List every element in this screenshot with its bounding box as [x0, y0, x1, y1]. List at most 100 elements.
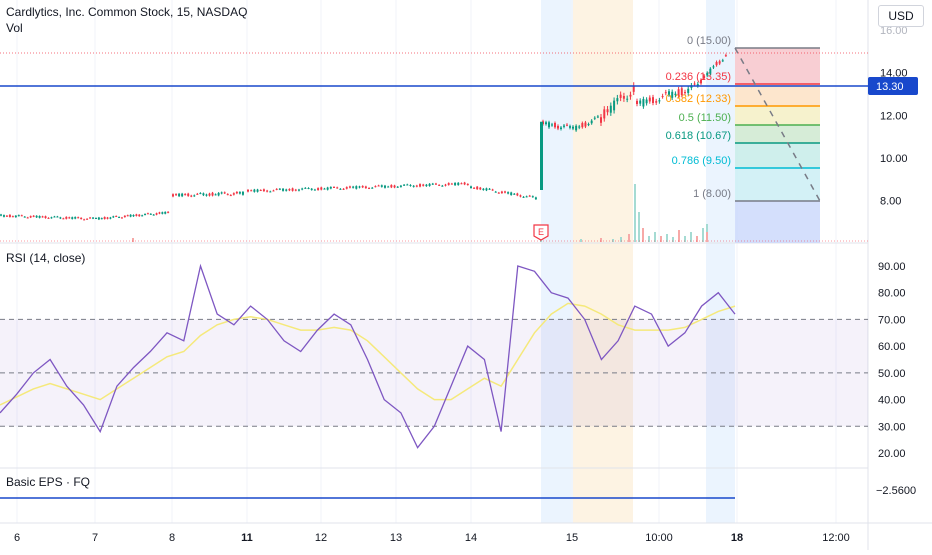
candle-body — [184, 194, 187, 196]
rsi-label[interactable]: RSI (14, close) — [6, 251, 86, 265]
candle-body — [100, 218, 103, 220]
rsi-tick-label: 40.00 — [878, 395, 906, 407]
candle-body — [0, 214, 2, 216]
candle-body — [269, 191, 272, 193]
candle-body — [639, 100, 642, 104]
candle-body — [358, 186, 361, 188]
session-shade-premarket — [541, 0, 573, 523]
horizontal-line[interactable]: 13.30 — [0, 52, 918, 242]
candle-body — [419, 184, 422, 187]
candle-body — [158, 212, 161, 214]
fib-zone — [735, 143, 820, 168]
candle-body — [71, 217, 74, 219]
time-tick-label: 11 — [241, 532, 253, 544]
candle-body — [68, 217, 71, 219]
candle-body — [510, 192, 513, 195]
candle-body — [693, 83, 696, 85]
candle-body — [525, 196, 528, 198]
rsi-tick-label: 60.00 — [878, 341, 906, 353]
candle-body — [95, 218, 97, 220]
candle-body — [106, 217, 109, 219]
time-tick-label: 15 — [566, 532, 578, 544]
candle-body — [241, 191, 244, 195]
price-axis[interactable]: 14.00 12.00 10.00 8.00 16.00 — [880, 25, 908, 208]
candle-body — [345, 187, 348, 189]
eps-axis-value: −2.5600 — [876, 485, 916, 497]
candle-body — [272, 190, 275, 192]
price-candles — [0, 53, 727, 221]
volume-bars — [132, 184, 708, 242]
candle-body — [500, 191, 503, 194]
candle-body — [304, 187, 307, 189]
candle-body — [313, 189, 316, 191]
rsi-axis: 90.00 80.00 70.00 60.00 50.00 40.00 30.00 20.00 — [878, 261, 906, 460]
candle-body — [220, 192, 223, 194]
candle-body — [175, 194, 178, 196]
time-tick-label: 18 — [731, 532, 743, 544]
candle-body — [425, 184, 428, 187]
volume-label[interactable]: Vol — [6, 21, 23, 35]
rsi-tick-label: 20.00 — [878, 448, 906, 460]
fib-zone — [735, 125, 820, 143]
candle-body — [190, 195, 193, 197]
candle-body — [664, 92, 667, 94]
candle-body — [680, 88, 683, 96]
candle-body — [86, 218, 89, 220]
candle-body — [626, 98, 629, 100]
candle-body — [516, 193, 519, 196]
candle-body — [144, 213, 147, 215]
candle-body — [35, 215, 38, 218]
candle-body — [444, 184, 447, 186]
candle-body — [403, 184, 406, 186]
earnings-marker[interactable]: E — [533, 224, 549, 241]
rsi-tick-label: 90.00 — [878, 261, 906, 273]
candle-body — [282, 188, 285, 191]
candle-body — [572, 126, 574, 129]
candle-body — [613, 100, 616, 111]
current-price-label: 13.30 — [876, 81, 904, 93]
candle-body — [409, 184, 412, 186]
candle-body — [485, 188, 488, 191]
rsi-tick-label: 80.00 — [878, 288, 906, 300]
candle-body — [709, 68, 712, 74]
rsi-tick-label: 30.00 — [878, 421, 906, 433]
time-tick-label: 14 — [465, 532, 477, 544]
candle-body — [581, 123, 584, 128]
candle-body — [74, 217, 77, 219]
candle-body — [406, 184, 409, 186]
candle-body — [80, 217, 83, 219]
candle-body — [149, 213, 152, 215]
candle-body — [603, 109, 606, 119]
candle-body — [294, 189, 297, 191]
candle-body — [655, 101, 658, 103]
candle-body — [326, 187, 329, 190]
fib-trend-line — [734, 47, 821, 202]
eps-label[interactable]: Basic EPS · FQ — [6, 475, 91, 489]
rsi-pane — [0, 263, 868, 449]
candle-body — [422, 184, 425, 186]
candle-body — [470, 186, 472, 189]
candle-body — [310, 188, 313, 190]
candle-body — [172, 194, 174, 197]
candle-body — [317, 188, 320, 190]
candle-body — [368, 188, 371, 190]
candle-body — [578, 126, 581, 128]
candle-body — [238, 192, 241, 194]
candle-body — [342, 188, 345, 190]
candle-body — [460, 183, 463, 185]
candle-body — [636, 100, 638, 105]
chart-title[interactable]: Cardlytics, Inc. Common Stock, 15, NASDA… — [6, 5, 248, 19]
candle-body — [703, 75, 706, 79]
vertical-grid — [16, 0, 837, 523]
volume-bar — [638, 212, 640, 242]
earnings-marker-label: E — [538, 227, 544, 237]
candle-body — [684, 92, 686, 94]
candle-body — [504, 191, 506, 193]
time-axis[interactable]: 6 7 8 11 12 13 14 15 10:00 18 12:00 — [14, 532, 850, 544]
volume-bar — [132, 238, 134, 242]
currency-button[interactable]: USD — [878, 5, 924, 27]
candle-body — [320, 187, 323, 190]
candle-body — [671, 91, 674, 98]
candle-body — [83, 219, 86, 221]
